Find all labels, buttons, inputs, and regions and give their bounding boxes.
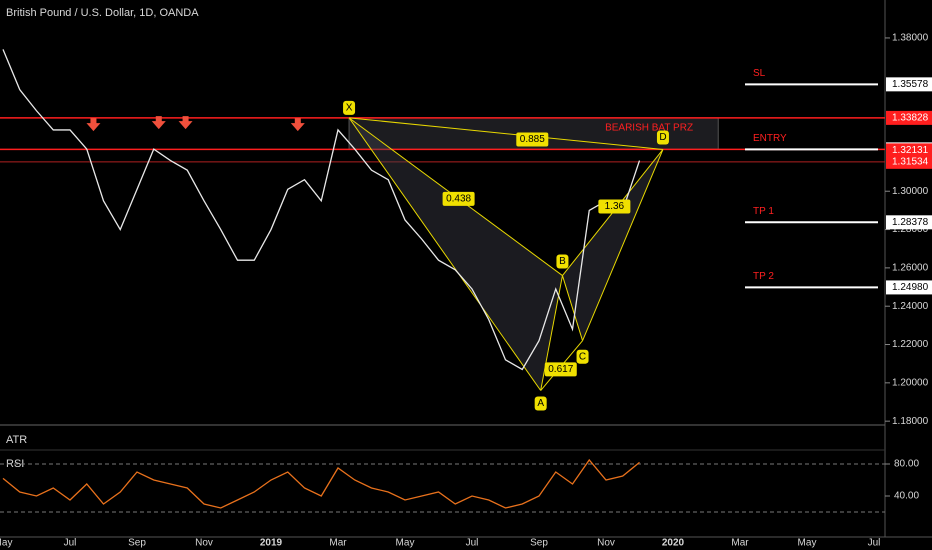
pattern-point-label: B	[559, 256, 566, 267]
pattern-fill	[349, 117, 563, 391]
pattern-fill	[562, 149, 663, 341]
price-line	[2, 49, 641, 371]
level-label: ENTRY	[753, 133, 787, 144]
price-tag	[886, 280, 932, 295]
x-tick-label: Jul	[868, 538, 881, 549]
x-tick-label: Mar	[329, 538, 347, 549]
ratio-box	[442, 191, 475, 206]
rsi-tick-label: 40.00	[894, 491, 919, 502]
pattern-point-label: D	[659, 132, 666, 143]
price-tag-label: 1.31534	[892, 156, 929, 167]
pattern-line	[582, 149, 664, 341]
ratio-box	[598, 199, 631, 214]
ratio-label: 0.438	[446, 194, 471, 205]
y-tick-label: 1.20000	[892, 377, 929, 388]
price-tag	[886, 215, 932, 230]
signal-arrow	[178, 116, 193, 130]
signal-arrow	[86, 118, 101, 132]
y-tick-label: 1.26000	[892, 263, 929, 274]
chart-title: British Pound / U.S. Dollar, 1D, OANDA	[6, 7, 199, 19]
ratio-label: 0.885	[520, 134, 545, 145]
pattern-point-box	[343, 100, 356, 115]
rsi-line	[2, 458, 640, 509]
price-tag-label: 1.32131	[892, 145, 929, 156]
pattern-line	[561, 275, 584, 341]
x-tick-label: Jul	[64, 538, 77, 549]
ratio-box	[516, 132, 549, 147]
price-tag	[886, 110, 932, 125]
price-tag	[886, 154, 932, 169]
ratio-label: 1.36	[605, 201, 625, 212]
atr-label: ATR	[6, 434, 27, 446]
y-tick-label: 1.24000	[892, 301, 929, 312]
pattern-point-label: A	[537, 398, 544, 409]
rsi-tick-label: 80.00	[894, 459, 919, 470]
level-label: TP 2	[753, 271, 774, 282]
pattern-line	[348, 117, 542, 391]
pattern-point-label: C	[579, 351, 586, 362]
y-tick-label: 1.28000	[892, 224, 929, 235]
level-label: TP 1	[753, 206, 774, 217]
price-tag-label: 1.33828	[892, 113, 929, 124]
y-tick-label: 1.18000	[892, 416, 929, 427]
ratio-label: 0.617	[548, 364, 573, 375]
x-tick-label: 2019	[260, 538, 283, 549]
x-tick-label: May	[0, 538, 12, 549]
pattern-point-label: X	[346, 102, 353, 113]
pattern-line	[349, 117, 664, 150]
x-tick-label: May	[798, 538, 817, 549]
y-tick-label: 1.38000	[892, 33, 929, 44]
x-tick-label: Nov	[195, 538, 213, 549]
pattern-point-box	[534, 396, 547, 411]
signal-arrow	[290, 118, 305, 132]
pattern-point-box	[576, 349, 589, 364]
price-tag-label: 1.28378	[892, 217, 929, 228]
ratio-box	[544, 362, 577, 377]
x-tick-label: May	[396, 538, 415, 549]
x-tick-label: 2020	[662, 538, 685, 549]
x-tick-label: Sep	[128, 538, 146, 549]
prz-label: BEARISH BAT PRZ	[605, 123, 693, 134]
pattern-point-box	[556, 254, 569, 269]
y-tick-label: 1.22000	[892, 339, 929, 350]
price-tag	[886, 143, 932, 158]
x-tick-label: Mar	[731, 538, 749, 549]
x-tick-label: Jul	[466, 538, 479, 549]
signal-arrow	[151, 116, 166, 130]
pattern-point-box	[656, 130, 669, 145]
price-tag	[886, 77, 932, 92]
price-tag-label: 1.24980	[892, 282, 929, 293]
x-tick-label: Nov	[597, 538, 615, 549]
y-tick-label: 1.30000	[892, 186, 929, 197]
level-label: SL	[753, 68, 766, 79]
price-tag-label: 1.35578	[892, 79, 929, 90]
x-tick-label: Sep	[530, 538, 548, 549]
